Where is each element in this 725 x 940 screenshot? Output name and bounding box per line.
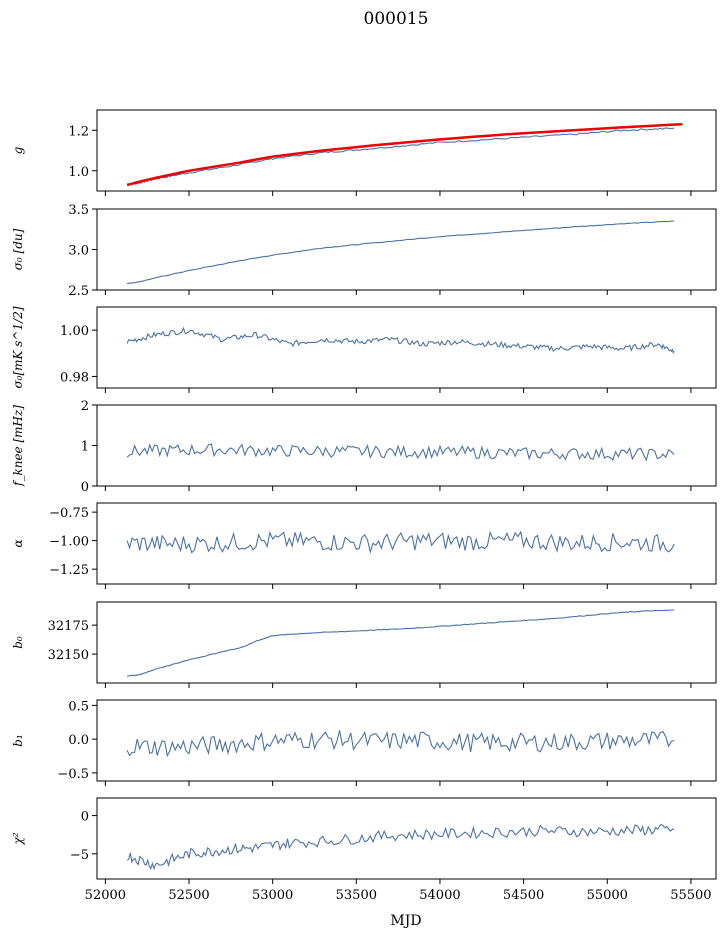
- y-tick-label: 32150: [48, 648, 89, 663]
- plot-frame: [96, 208, 717, 291]
- y-axis-label: α: [11, 539, 25, 547]
- series-line: [126, 730, 675, 758]
- series-line: [126, 326, 675, 354]
- plot-frame: [96, 404, 717, 487]
- y-tick-label: 1: [81, 440, 89, 455]
- x-tick-label: 54500: [503, 888, 544, 903]
- panel-4: 0 1 2 f_knee [mHz]: [11, 399, 717, 495]
- y-tick-label: −5: [70, 848, 89, 863]
- panel-5: −1.25 −1.00 −0.75 α: [11, 502, 717, 589]
- x-tick-label: 54000: [419, 888, 460, 903]
- y-axis-label: g: [11, 146, 25, 154]
- x-tick-label: 52500: [168, 888, 209, 903]
- x-tick-label: 55000: [587, 888, 628, 903]
- y-tick-label: −1.25: [49, 563, 89, 578]
- panel-3: 0.98 1.00 σ₀[mK s^1/2]: [11, 306, 717, 393]
- y-tick-label: 1.2: [68, 124, 89, 139]
- y-axis-label: b₁: [11, 734, 25, 747]
- y-tick-label: 0: [81, 480, 89, 495]
- y-tick-label: 0: [81, 810, 89, 825]
- y-tick-label: 0.5: [68, 699, 89, 714]
- panel-8: −5 0 52000 52500 53000 53500 54000 54500 55000 55…: [11, 797, 717, 903]
- plot-frame: [96, 699, 717, 782]
- figure-title: 000015: [364, 9, 429, 29]
- plot-frame: [96, 109, 717, 192]
- fit-line: [126, 122, 683, 187]
- y-tick-label: −1.00: [49, 535, 89, 550]
- y-tick-label: −0.5: [57, 767, 89, 782]
- series-line: [126, 220, 675, 285]
- y-tick-label: 1.00: [60, 324, 89, 339]
- plot-frame: [96, 601, 717, 684]
- y-tick-label: 1.0: [68, 165, 89, 180]
- panel-1: 1.0 1.2 g: [11, 109, 717, 196]
- y-axis-label: f_knee [mHz]: [11, 405, 25, 487]
- y-axis-label: χ²: [11, 832, 25, 845]
- x-tick-label: 52000: [85, 888, 126, 903]
- y-tick-label: 2: [81, 399, 89, 414]
- panel-6: 32150 32175 b₀: [11, 601, 717, 688]
- panel-2: 2.5 3.0 3.5 σ₀ [du]: [11, 203, 717, 299]
- y-axis-label: b₀: [11, 636, 25, 649]
- series-line: [126, 443, 675, 462]
- y-tick-label: 0.0: [68, 733, 89, 748]
- y-axis-label: σ₀ [du]: [11, 228, 25, 270]
- x-axis-label: MJD: [390, 913, 421, 929]
- x-tick-label: 55500: [670, 888, 711, 903]
- series-line: [126, 530, 675, 554]
- plot-frame: [96, 306, 717, 389]
- y-tick-label: 2.5: [68, 284, 89, 299]
- x-tick-label: 53500: [336, 888, 377, 903]
- y-tick-label: 32175: [48, 619, 89, 634]
- y-tick-label: 3.5: [68, 203, 89, 218]
- y-axis-label: σ₀[mK s^1/2]: [11, 306, 25, 388]
- y-tick-label: −0.75: [49, 506, 89, 521]
- series-line: [126, 127, 675, 186]
- x-tick-label: 53000: [252, 888, 293, 903]
- series-line: [127, 609, 675, 677]
- y-tick-label: 3.0: [68, 244, 89, 259]
- panel-7: −0.5 0.0 0.5 b₁: [11, 699, 717, 786]
- series-line: [126, 823, 675, 871]
- plot-frame: [96, 502, 717, 585]
- plot-frame: [96, 797, 717, 880]
- y-tick-label: 0.98: [60, 370, 89, 385]
